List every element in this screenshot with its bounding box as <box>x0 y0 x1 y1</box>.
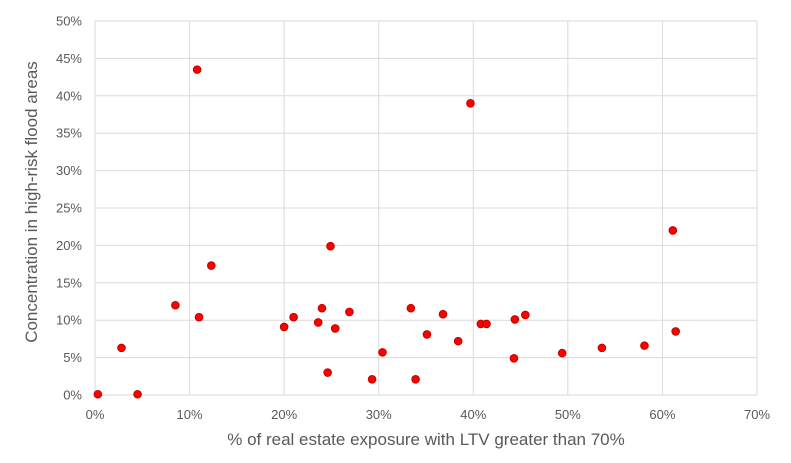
scatter-point <box>330 324 340 333</box>
scatter-point <box>279 322 289 332</box>
scatter-point <box>345 307 354 317</box>
scatter-point <box>510 315 520 324</box>
x-axis-title: % of real estate exposure with LTV great… <box>227 430 625 449</box>
scatter-point <box>521 310 530 320</box>
scatter-point <box>668 226 678 235</box>
scatter-point <box>411 374 420 384</box>
scatter-point <box>466 98 475 108</box>
x-tick-label: 20% <box>271 407 297 422</box>
y-tick-label: 40% <box>56 88 82 103</box>
scatter-point <box>192 65 202 74</box>
scatter-point <box>313 318 323 327</box>
scatter-point <box>671 327 680 336</box>
x-tick-label: 60% <box>649 407 675 422</box>
scatter-point <box>438 309 448 319</box>
scatter-point <box>557 348 567 358</box>
scatter-point <box>482 319 491 329</box>
scatter-point <box>422 330 432 339</box>
scatter-point <box>406 303 416 313</box>
y-tick-label: 10% <box>56 313 82 328</box>
x-tick-label: 50% <box>555 407 581 422</box>
scatter-point <box>509 354 519 363</box>
scatter-point <box>171 300 180 310</box>
scatter-point <box>194 312 204 322</box>
x-tick-label: 10% <box>177 407 203 422</box>
x-tick-label: 30% <box>366 407 392 422</box>
y-tick-label: 45% <box>56 51 82 66</box>
scatter-point <box>640 341 649 350</box>
scatter-point <box>597 343 607 353</box>
scatter-point <box>289 312 298 322</box>
scatter-point <box>207 261 216 270</box>
y-tick-label: 35% <box>56 126 82 141</box>
x-tick-label: 0% <box>86 407 105 422</box>
y-tick-label: 5% <box>63 350 82 365</box>
gridlines <box>94 20 758 396</box>
y-tick-label: 30% <box>56 163 82 178</box>
x-axis-ticks: 0% 10% 20% 30% 40% 50% 60% 70% <box>86 407 771 422</box>
data-points <box>93 65 680 399</box>
scatter-point <box>378 348 387 357</box>
y-tick-label: 25% <box>56 201 82 216</box>
y-tick-label: 15% <box>56 275 82 290</box>
x-tick-label: 40% <box>460 407 486 422</box>
scatter-point <box>367 374 377 384</box>
x-tick-label: 70% <box>744 407 770 422</box>
scatter-point <box>326 241 335 251</box>
y-tick-label: 20% <box>56 238 82 253</box>
y-tick-label: 0% <box>63 388 82 403</box>
y-tick-label: 50% <box>56 14 82 29</box>
scatter-point <box>323 368 332 377</box>
y-axis-ticks: 0% 5% 10% 15% 20% 25% 30% 35% 40% 45% 50% <box>56 14 82 403</box>
scatter-point <box>133 389 142 399</box>
scatter-point <box>93 389 103 399</box>
scatter-point <box>117 343 126 353</box>
scatter-point <box>453 336 463 346</box>
y-axis-title: Concentration in high-risk flood areas <box>22 61 41 343</box>
scatter-point <box>317 303 327 313</box>
